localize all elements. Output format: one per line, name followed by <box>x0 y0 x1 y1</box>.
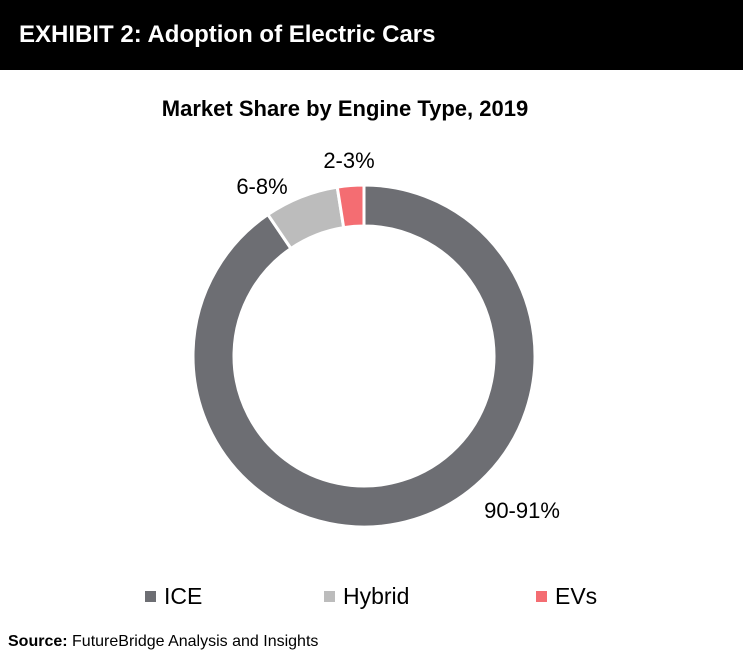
legend-swatch-ice <box>145 590 156 602</box>
chart-title: Market Share by Engine Type, 2019 <box>161 96 529 121</box>
exhibit-title: EXHIBIT 2: Adoption of Electric Cars <box>19 21 436 48</box>
data-label-evs: 2-3% <box>323 148 374 173</box>
legend-label-ice: ICE <box>164 583 203 609</box>
exhibit-header: EXHIBIT 2: Adoption of Electric Cars <box>0 0 743 70</box>
source-note: Source: FutureBridge Analysis and Insigh… <box>8 632 318 652</box>
legend-swatch-evs <box>536 590 547 602</box>
donut-slice-evs <box>335 183 366 230</box>
chart-legend: ICE Hybrid EVs <box>0 582 743 612</box>
source-label: Source: <box>8 633 68 650</box>
legend-item-evs: EVs <box>536 582 597 610</box>
legend-label-evs: EVs <box>555 583 598 609</box>
legend-item-hybrid: Hybrid <box>324 582 409 610</box>
legend-item-ice: ICE <box>145 582 202 610</box>
legend-label-hybrid: Hybrid <box>343 583 410 609</box>
donut-slice-ice <box>191 183 537 529</box>
source-text: FutureBridge Analysis and Insights <box>67 633 319 650</box>
data-label-ice: 90-91% <box>484 498 560 523</box>
data-label-hybrid: 6-8% <box>236 174 287 199</box>
donut-chart: 90-91% 6-8% 2-3% <box>191 148 560 529</box>
legend-swatch-hybrid <box>324 590 335 602</box>
